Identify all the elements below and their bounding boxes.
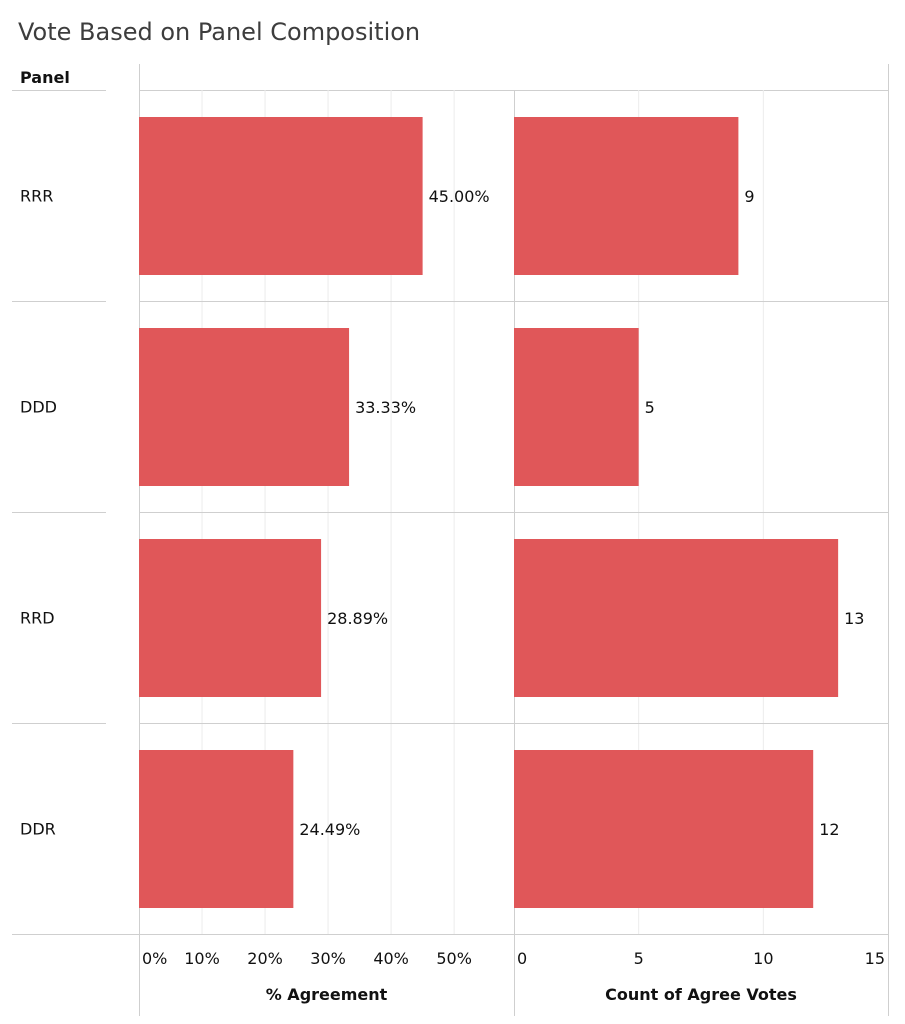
row-label-ddr: DDR (20, 820, 56, 839)
count-tick-label-0: 0 (517, 949, 527, 968)
panel-header-label: Panel (20, 68, 70, 87)
count-tick-label-1: 5 (634, 949, 644, 968)
pct-tick-label-2: 20% (247, 949, 283, 968)
count-axis-title: Count of Agree Votes (605, 985, 797, 1004)
pct-bar-rrd (139, 539, 322, 697)
count-bar-ddr (514, 750, 814, 908)
pct-value-label-rrd: 28.89% (327, 609, 388, 628)
pct-value-label-rrr: 45.00% (429, 187, 490, 206)
pct-value-label-ddr: 24.49% (299, 820, 360, 839)
pct-tick-label-5: 50% (436, 949, 472, 968)
count-tick-label-2: 10 (753, 949, 773, 968)
count-tick-label-3: 15 (865, 949, 885, 968)
pct-tick-label-3: 30% (310, 949, 346, 968)
count-value-label-rrd: 13 (844, 609, 864, 628)
row-label-ddd: DDD (20, 398, 57, 417)
pct-tick-label-4: 40% (373, 949, 409, 968)
count-bar-ddd (514, 328, 639, 486)
pct-bar-rrr (139, 117, 423, 275)
pct-axis-title: % Agreement (266, 985, 388, 1004)
count-value-label-rrr: 9 (744, 187, 754, 206)
pct-tick-label-0: 0% (142, 949, 167, 968)
count-bar-rrr (514, 117, 739, 275)
pct-bar-ddd (139, 328, 350, 486)
pct-bar-ddr (139, 750, 294, 908)
count-bar-rrd (514, 539, 839, 697)
pct-tick-label-1: 10% (184, 949, 220, 968)
count-value-label-ddd: 5 (645, 398, 655, 417)
row-label-rrr: RRR (20, 187, 53, 206)
count-value-label-ddr: 12 (819, 820, 839, 839)
row-label-rrd: RRD (20, 609, 55, 628)
pct-value-label-ddd: 33.33% (355, 398, 416, 417)
chart-title: Vote Based on Panel Composition (18, 18, 421, 46)
